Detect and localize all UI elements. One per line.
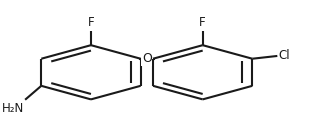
- Text: F: F: [88, 16, 94, 29]
- Text: O: O: [142, 52, 152, 65]
- Text: H₂N: H₂N: [2, 102, 24, 115]
- Text: Cl: Cl: [279, 49, 290, 62]
- Text: F: F: [199, 16, 206, 29]
